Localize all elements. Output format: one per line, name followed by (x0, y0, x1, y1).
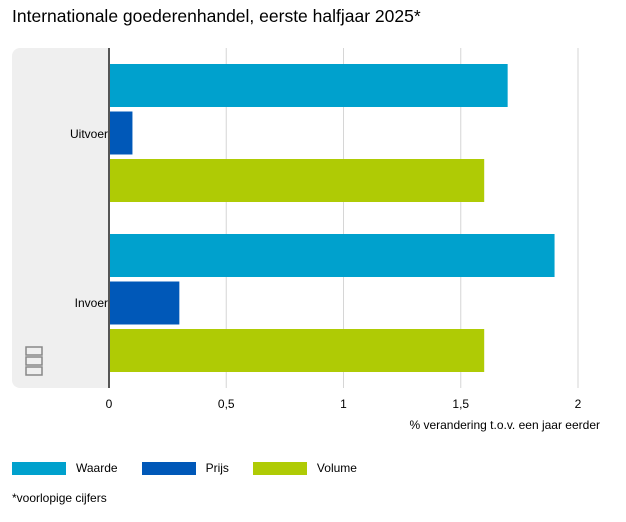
x-tick-label: 1 (340, 397, 347, 411)
x-axis-label: % verandering t.o.v. een jaar eerder (409, 418, 600, 432)
legend-swatch (12, 461, 66, 475)
category-panel (12, 48, 109, 388)
bar-uitvoer-prijs (109, 111, 133, 155)
x-tick-label: 0,5 (217, 397, 235, 411)
bar-uitvoer-waarde (109, 64, 508, 107)
category-label-uitvoer: Uitvoer (69, 127, 108, 141)
footnote: *voorlopige cijfers (12, 491, 107, 505)
legend-swatch (252, 461, 307, 475)
bar-invoer-waarde (109, 234, 555, 277)
chart-title: Internationale goederenhandel, eerste ha… (12, 6, 421, 26)
legend-label: Volume (316, 461, 357, 475)
x-tick-label: 0 (105, 397, 113, 411)
category-label-invoer: Invoer (74, 296, 108, 310)
x-tick-label: 1,5 (452, 397, 470, 411)
legend-item-volume: Volume (252, 461, 357, 475)
legend-swatch (141, 461, 196, 475)
bar-uitvoer-volume (109, 159, 485, 202)
legend-label: Waarde (76, 461, 118, 475)
bar-invoer-volume (109, 329, 485, 372)
legend-item-waarde: Waarde (12, 461, 118, 475)
cbs-logo (25, 346, 43, 376)
x-tick-label: 2 (574, 397, 582, 411)
legend: Waarde Prijs Volume (12, 461, 381, 475)
bar-invoer-prijs (109, 281, 180, 325)
legend-label: Prijs (205, 461, 229, 475)
legend-item-prijs: Prijs (141, 461, 229, 475)
